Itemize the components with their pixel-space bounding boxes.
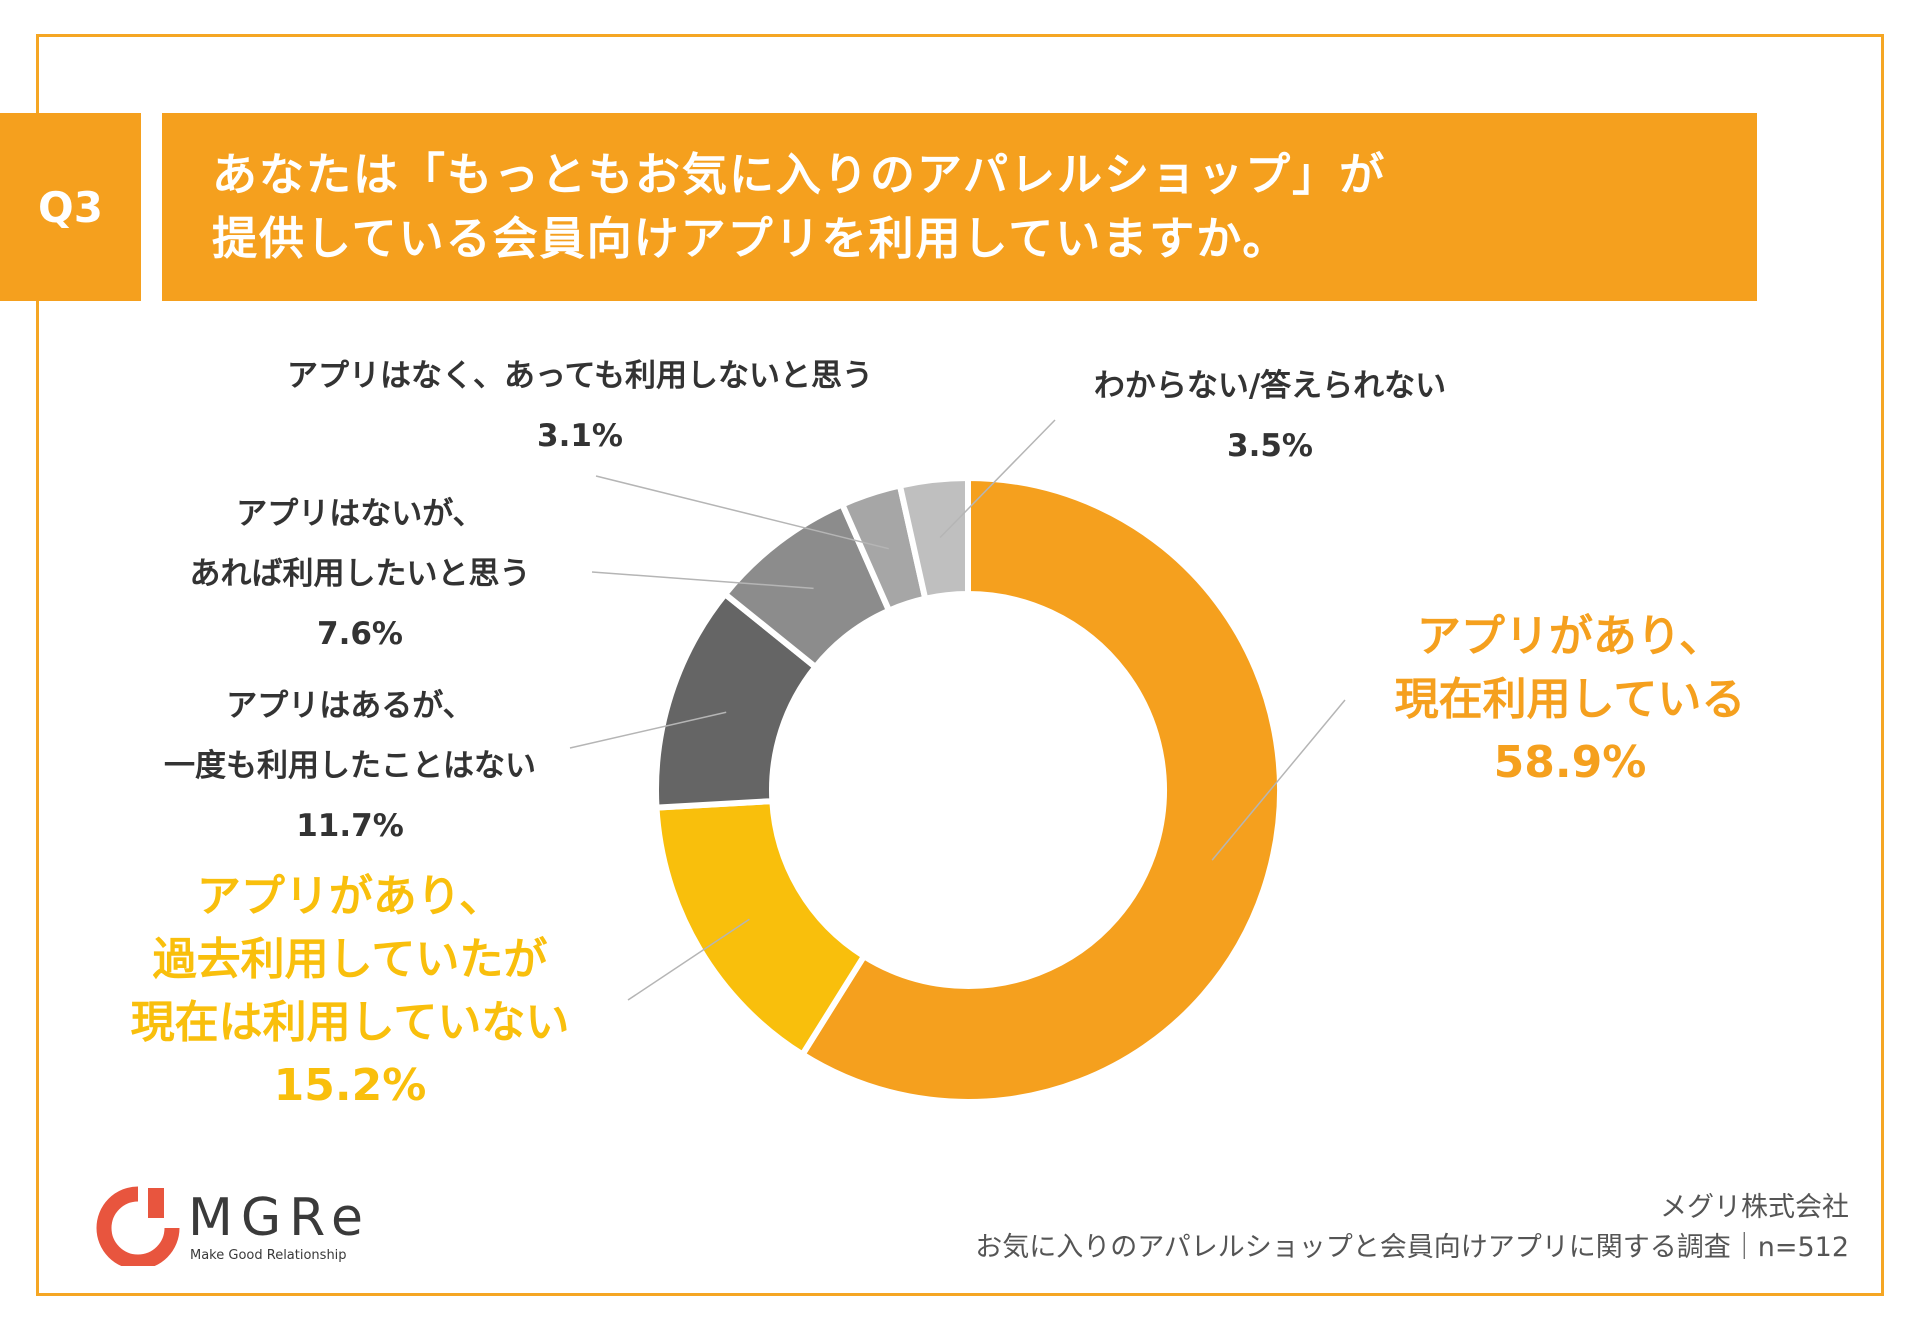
slice-label-never-used: アプリはあるが、 一度も利用したことはない 11.7% — [164, 688, 536, 844]
question-title: あなたは「もっともお気に入りのアパレルショップ」が 提供している会員向けアプリを… — [162, 113, 1757, 301]
slice-unknown — [896, 474, 971, 603]
leader-line-past-users — [627, 918, 750, 1001]
footer-source: メグリ株式会社 お気に入りのアパレルショップと会員向けアプリに関する調査｜n=5… — [975, 1188, 1849, 1268]
slice-label-would-not-use: アプリはなく、あっても利用しないと思う 3.1% — [287, 358, 873, 454]
leader-lines — [569, 419, 1346, 1001]
slice-label-current-users: アプリがあり、 現在利用している 58.9% — [1394, 611, 1746, 788]
question-title-line-2: 提供している会員向けアプリを利用していますか。 — [212, 212, 1290, 265]
leader-line-current-users — [1211, 699, 1346, 861]
footer-survey: お気に入りのアパレルショップと会員向けアプリに関する調査｜n=512 — [975, 1232, 1849, 1263]
question-badge: Q3 — [0, 113, 141, 301]
slice-label-unknown: わからない/答えられない 3.5% — [1093, 368, 1447, 464]
leader-line-unknown — [939, 419, 1056, 539]
logo-tagline: Make Good Relationship — [190, 1248, 347, 1263]
slice-label-past-users: アプリがあり、 過去利用していたが 現在は利用していない 15.2% — [130, 871, 570, 1111]
donut-slices — [653, 474, 1283, 1105]
mgre-logo-icon — [96, 1186, 180, 1266]
slice-current-users — [798, 474, 1283, 1105]
logo-wordmark: MGRe — [188, 1188, 371, 1248]
footer-company: メグリ株式会社 — [1660, 1192, 1849, 1223]
outer-frame — [36, 34, 1884, 1296]
slice-label-would-use: アプリはないが、 あれば利用したいと思う 7.6% — [189, 496, 531, 652]
question-title-line-1: あなたは「もっともお気に入りのアパレルショップ」が — [212, 148, 1387, 201]
leader-line-would-use — [591, 571, 814, 590]
leader-line-never-used — [569, 711, 727, 749]
leader-line-would-not-use — [595, 475, 889, 550]
